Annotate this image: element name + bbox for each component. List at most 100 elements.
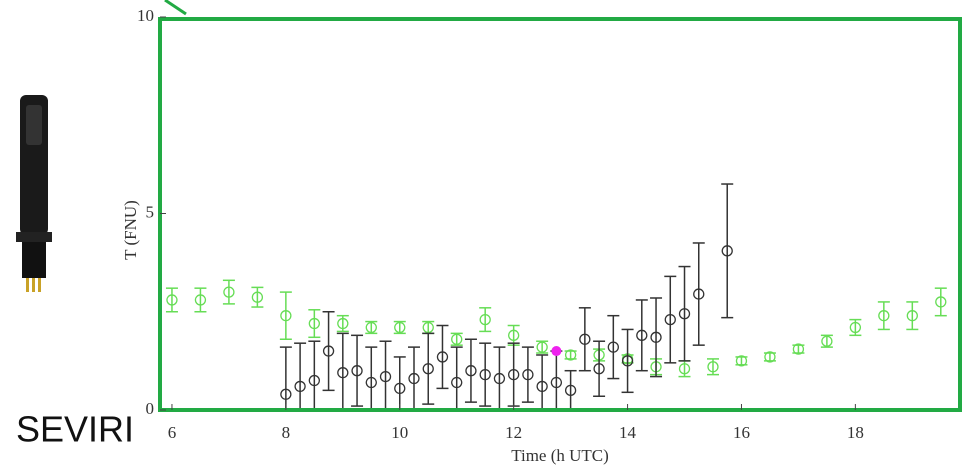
marker	[337, 317, 349, 330]
marker	[322, 345, 335, 357]
error-bar	[279, 346, 292, 410]
error-bar	[692, 242, 705, 346]
error-bar	[678, 265, 691, 362]
highlight-frame	[158, 17, 962, 412]
sensor-image	[16, 95, 52, 292]
pointer-line	[164, 0, 187, 16]
marker	[394, 321, 406, 334]
marker	[522, 368, 534, 381]
error-bar	[621, 328, 634, 394]
error-bar	[422, 320, 435, 335]
error-bar	[464, 338, 477, 403]
error-bar	[194, 287, 207, 313]
error-bar	[251, 286, 264, 308]
marker	[508, 368, 520, 381]
error-bar	[379, 340, 392, 410]
error-bar	[536, 354, 549, 410]
marker	[650, 331, 662, 343]
marker	[166, 294, 178, 306]
marker	[479, 313, 491, 326]
error-bar	[407, 346, 420, 410]
error-bar	[365, 346, 378, 410]
marker	[536, 341, 548, 353]
marker	[707, 361, 719, 373]
error-bar	[507, 324, 520, 346]
error-bar	[664, 275, 677, 364]
y-axis-label: T (FNU)	[121, 200, 140, 260]
x-tick-label: 10	[391, 423, 408, 442]
error-bar	[820, 334, 833, 348]
x-tick-label: 12	[505, 423, 522, 442]
error-bar	[422, 332, 435, 405]
marker	[436, 351, 449, 363]
error-bar	[521, 346, 534, 403]
marker	[451, 333, 463, 345]
error-bar	[607, 314, 620, 380]
marker	[564, 349, 577, 361]
x-axis-label: Time (h UTC)	[511, 446, 609, 465]
marker	[849, 321, 862, 334]
x-tick-label: 14	[619, 423, 637, 442]
error-bar	[877, 301, 890, 331]
marker	[465, 365, 477, 377]
marker	[337, 367, 349, 379]
marker	[564, 384, 577, 397]
marker	[735, 355, 748, 367]
marker	[451, 376, 463, 389]
error-bar	[650, 297, 663, 378]
error-bar	[450, 332, 463, 346]
marker	[223, 286, 235, 298]
x-tick-label: 16	[733, 423, 750, 442]
marker	[365, 321, 377, 334]
x-tick-label: 6	[168, 423, 177, 442]
marker	[365, 376, 377, 389]
marker	[508, 329, 520, 341]
marker	[764, 351, 776, 363]
marker	[678, 363, 691, 375]
marker	[935, 296, 947, 308]
marker	[550, 376, 563, 389]
marker	[821, 335, 833, 347]
error-bar	[479, 342, 492, 407]
error-bar	[322, 311, 335, 392]
error-bar	[536, 340, 549, 354]
marker	[379, 370, 392, 383]
y-tick-label: 5	[146, 202, 155, 221]
marker	[394, 382, 406, 395]
error-bar	[593, 340, 606, 397]
marker	[664, 313, 676, 326]
marker	[294, 380, 306, 393]
marker	[280, 310, 292, 322]
x-tick-label: 8	[282, 423, 291, 442]
error-bar	[493, 346, 506, 410]
error-bar	[934, 287, 947, 317]
marker	[422, 363, 434, 375]
error-bar	[479, 307, 492, 333]
error-bar	[351, 334, 364, 407]
marker	[536, 380, 548, 393]
marker	[251, 291, 264, 303]
marker	[607, 341, 619, 353]
error-bar	[294, 342, 307, 410]
error-bar	[436, 324, 449, 390]
caption: SEVIRI	[16, 409, 134, 450]
error-bar	[279, 291, 292, 341]
error-bar	[578, 307, 591, 372]
marker	[308, 374, 320, 387]
marker	[721, 245, 733, 257]
error-bar	[365, 320, 378, 335]
error-bar	[550, 350, 563, 410]
marker	[194, 294, 207, 306]
marker	[579, 333, 591, 345]
error-bar	[635, 299, 648, 372]
y-tick-label: 10	[137, 6, 154, 25]
marker	[693, 288, 705, 300]
marker	[636, 329, 648, 341]
error-bar	[308, 340, 321, 410]
marker	[493, 372, 506, 385]
error-bar	[222, 279, 235, 305]
marker	[621, 355, 634, 367]
marker	[678, 308, 691, 320]
highlight-point	[551, 346, 562, 357]
